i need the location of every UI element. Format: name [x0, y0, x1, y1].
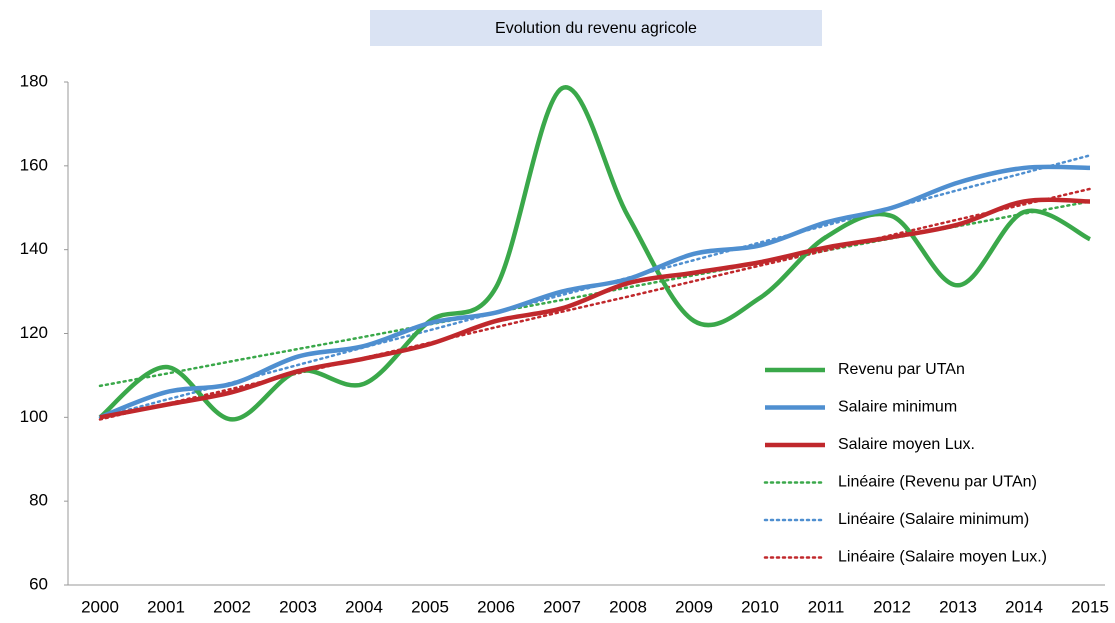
x-tick-label: 2007	[543, 597, 581, 616]
x-tick-label: 2002	[213, 597, 251, 616]
x-tick-label: 2001	[147, 597, 185, 616]
y-tick-label: 100	[20, 407, 48, 426]
legend-label: Linéaire (Revenu par UTAn)	[838, 474, 1037, 491]
legend-label: Linéaire (Salaire minimum)	[838, 511, 1029, 528]
data-line	[99, 164, 1091, 420]
trend-line	[98, 187, 1092, 421]
x-tick-label: 2014	[1005, 597, 1043, 616]
legend-label: Salaire moyen Lux.	[838, 436, 975, 453]
x-tick-label: 2004	[345, 597, 383, 616]
x-tick-label: 2008	[609, 597, 647, 616]
y-tick-label: 160	[20, 155, 48, 174]
y-tick-label: 120	[20, 323, 48, 342]
y-tick-label: 60	[29, 574, 48, 593]
y-tick-label: 80	[29, 491, 48, 510]
x-tick-label: 2015	[1071, 597, 1109, 616]
x-tick-label: 2006	[477, 597, 515, 616]
x-tick-label: 2013	[939, 597, 977, 616]
x-tick-label: 2011	[808, 597, 845, 616]
legend-label: Revenu par UTAn	[838, 361, 965, 378]
legend-label: Linéaire (Salaire moyen Lux.)	[838, 549, 1047, 566]
x-tick-label: 2012	[873, 597, 911, 616]
x-tick-label: 2000	[81, 597, 119, 616]
chart-title: Evolution du revenu agricole	[495, 20, 697, 37]
x-tick-label: 2003	[279, 597, 317, 616]
data-line	[98, 85, 1092, 422]
x-tick-label: 2005	[411, 597, 449, 616]
y-tick-label: 140	[20, 239, 48, 258]
title-box	[370, 10, 822, 46]
legend-label: Salaire minimum	[838, 399, 957, 416]
data-line	[99, 197, 1091, 420]
x-tick-label: 2010	[741, 597, 779, 616]
x-tick-label: 2009	[675, 597, 713, 616]
y-tick-label: 180	[20, 71, 48, 90]
